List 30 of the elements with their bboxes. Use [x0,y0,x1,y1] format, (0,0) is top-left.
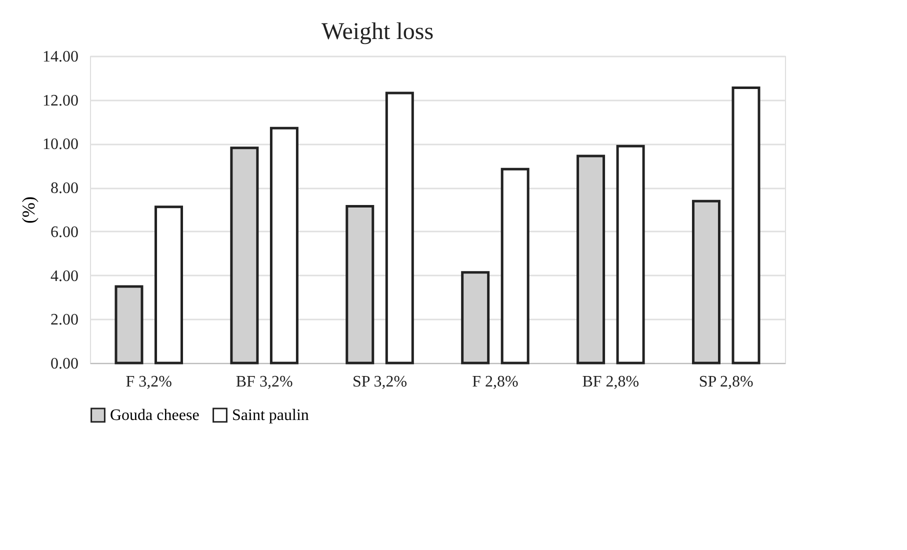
y-axis-title: (%) [18,196,38,224]
x-tick-label: SP 3,2% [352,374,408,390]
bar [385,92,414,364]
x-tick-label: BF 3,2% [236,374,293,390]
legend-label: Gouda cheese [110,407,200,424]
legend-label: Saint paulin [232,407,309,424]
bar [576,154,606,364]
x-tick-label: BF 2,8% [582,374,640,390]
bar [461,271,490,364]
y-tick-label: 8.00 [50,180,78,198]
bar [732,86,760,364]
bar [270,126,298,364]
bar [692,200,720,364]
bar [346,204,374,364]
x-tick-label: F 2,8% [472,374,518,390]
y-tick-label: 14.00 [42,48,78,66]
x-tick-label: SP 2,8% [698,374,754,390]
y-tick-label: 10.00 [42,136,78,154]
x-tick-label: F 3,2% [126,374,172,390]
y-tick-label: 0.00 [50,356,78,372]
bar [230,146,259,364]
y-tick-label: 12.00 [42,92,78,110]
bar [616,144,645,364]
bar [500,168,530,364]
chart-title: Weight loss [321,19,434,45]
y-tick-label: 6.00 [50,224,78,241]
y-tick-label: 2.00 [50,312,78,329]
y-tick-label: 4.00 [50,268,78,285]
bar [114,285,144,364]
bar [154,206,184,364]
